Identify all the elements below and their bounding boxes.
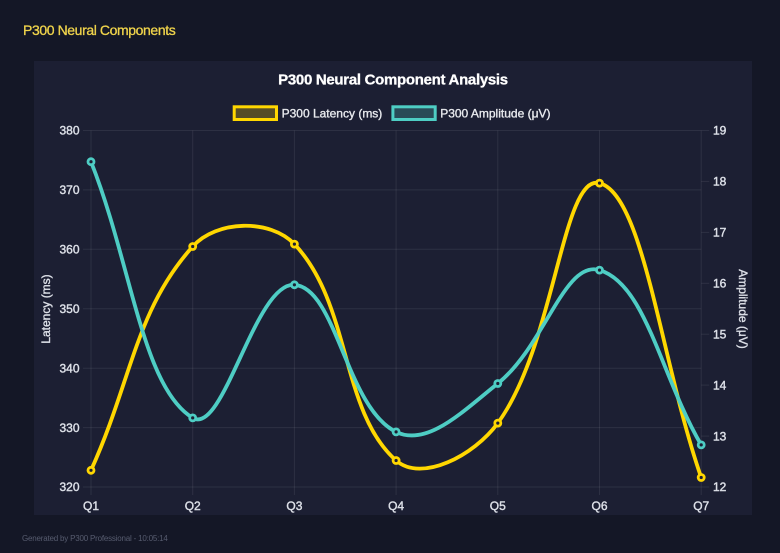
svg-text:Amplitude (μV): Amplitude (μV) [736, 269, 750, 349]
svg-text:Q6: Q6 [591, 499, 607, 513]
svg-text:P300 Latency (ms): P300 Latency (ms) [282, 107, 383, 121]
svg-text:14: 14 [713, 378, 727, 392]
svg-text:19: 19 [713, 124, 727, 138]
svg-text:P300 Neural Component Analysis: P300 Neural Component Analysis [278, 71, 508, 88]
svg-text:320: 320 [59, 480, 79, 494]
svg-text:15: 15 [713, 327, 727, 341]
svg-text:P300 Amplitude (μV): P300 Amplitude (μV) [440, 107, 550, 121]
svg-text:350: 350 [59, 302, 79, 316]
svg-text:Q2: Q2 [185, 499, 201, 513]
svg-text:380: 380 [59, 124, 79, 138]
svg-text:Q7: Q7 [693, 499, 709, 513]
svg-text:340: 340 [59, 361, 79, 375]
svg-text:Q3: Q3 [286, 499, 302, 513]
svg-text:Q4: Q4 [388, 499, 404, 513]
svg-text:16: 16 [713, 277, 727, 291]
svg-text:Q5: Q5 [490, 499, 506, 513]
svg-text:13: 13 [713, 429, 727, 443]
svg-text:17: 17 [713, 226, 727, 240]
svg-text:12: 12 [713, 480, 727, 494]
svg-text:18: 18 [713, 175, 727, 189]
svg-text:330: 330 [59, 421, 79, 435]
svg-text:360: 360 [59, 243, 79, 257]
svg-text:370: 370 [59, 183, 79, 197]
svg-text:Latency (ms): Latency (ms) [39, 274, 53, 343]
svg-text:Q1: Q1 [83, 499, 99, 513]
